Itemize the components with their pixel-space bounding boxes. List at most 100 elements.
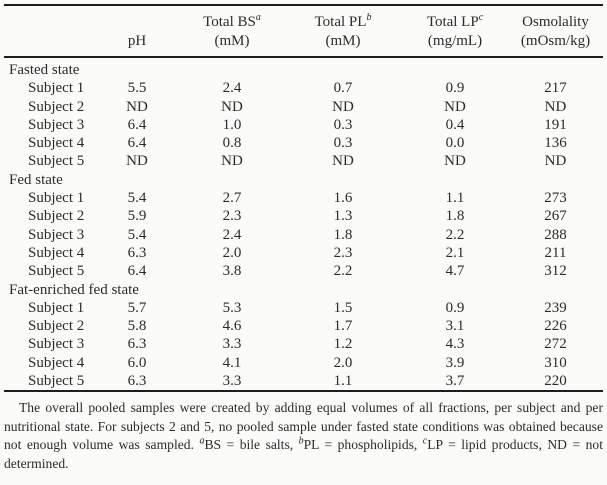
cell-value: 6.4 bbox=[127, 135, 147, 152]
col-header-total-lp: Total LPc (mg/mL) bbox=[402, 5, 508, 58]
cell-value: 3.3 bbox=[222, 336, 242, 353]
header-empty-cell bbox=[4, 5, 94, 58]
footnote-text: PL = phospholipids, bbox=[303, 437, 423, 453]
cell-value: 2.3 bbox=[222, 208, 242, 225]
cell-value: 226 bbox=[544, 318, 567, 335]
footnote-text: The overall pooled samples were created … bbox=[4, 400, 603, 453]
footnote-superscript: a bbox=[199, 435, 205, 447]
cell-value: 3.9 bbox=[445, 354, 465, 371]
col-header-line1: Osmolality bbox=[522, 14, 589, 30]
cell-value: 5.7 bbox=[127, 299, 147, 316]
cell-value: 273 bbox=[544, 190, 567, 207]
table-row: Subject 4 6.4 0.8 0.3 0.0 136 bbox=[4, 134, 603, 152]
cell-value: 0.7 bbox=[333, 80, 353, 97]
row-label: Subject 2 bbox=[28, 208, 85, 225]
row-label: Subject 2 bbox=[28, 98, 85, 115]
cell-value: ND bbox=[221, 98, 243, 115]
cell-value: 220 bbox=[544, 373, 567, 390]
cell-value: 5.5 bbox=[127, 80, 147, 97]
table-row: Subject 1 5.5 2.4 0.7 0.9 217 bbox=[4, 79, 603, 97]
cell-value: 2.0 bbox=[333, 354, 353, 371]
cell-value: ND bbox=[126, 153, 148, 170]
cell-value: 4.3 bbox=[445, 336, 465, 353]
col-header-line1: Total LP bbox=[426, 14, 479, 30]
cell-value: ND bbox=[126, 98, 148, 115]
cell-value: 0.3 bbox=[333, 116, 353, 133]
cell-value: 191 bbox=[544, 116, 567, 133]
col-header-line2: (mOsm/kg) bbox=[520, 33, 591, 49]
row-label: Subject 3 bbox=[28, 226, 85, 243]
footnote-text: LP = lipid products, ND = not determined… bbox=[4, 437, 603, 471]
cell-value: 2.7 bbox=[222, 190, 242, 207]
cell-value: ND bbox=[444, 153, 466, 170]
cell-value: ND bbox=[332, 98, 354, 115]
footnote-text: BS = bile salts, bbox=[204, 437, 299, 453]
cell-value: ND bbox=[221, 153, 243, 170]
cell-value: 1.2 bbox=[333, 336, 353, 353]
cell-value: 6.3 bbox=[127, 336, 147, 353]
row-label: Subject 2 bbox=[28, 318, 85, 335]
col-header-superscript: b bbox=[366, 12, 372, 23]
table-row: Subject 1 5.4 2.7 1.6 1.1 273 bbox=[4, 189, 603, 207]
cell-value: 310 bbox=[544, 354, 567, 371]
col-header-superscript: a bbox=[255, 12, 261, 23]
header-row: pH Total BSa (mM) Total PLb (mM) Total LPc… bbox=[4, 5, 603, 58]
row-label: Subject 4 bbox=[28, 354, 85, 371]
row-label: Subject 1 bbox=[28, 80, 85, 97]
cell-value: 5.4 bbox=[127, 190, 147, 207]
cell-value: 4.7 bbox=[445, 263, 465, 280]
group-label: Fasted state bbox=[9, 62, 80, 78]
cell-value: 6.4 bbox=[127, 263, 147, 280]
paper-table-figure: pH Total BSa (mM) Total PLb (mM) Total LPc… bbox=[4, 4, 603, 473]
cell-value: ND bbox=[332, 153, 354, 170]
table-footnote: The overall pooled samples were created … bbox=[4, 399, 603, 473]
cell-value: 5.3 bbox=[222, 299, 242, 316]
cell-value: 6.3 bbox=[127, 244, 147, 261]
cell-value: 1.6 bbox=[333, 190, 353, 207]
table-row: Subject 2 ND ND ND ND ND bbox=[4, 98, 603, 116]
cell-value: 1.0 bbox=[222, 116, 242, 133]
cell-value: 0.9 bbox=[445, 299, 465, 316]
cell-value: 272 bbox=[544, 336, 567, 353]
cell-value: 2.4 bbox=[222, 226, 242, 243]
cell-value: 312 bbox=[544, 263, 567, 280]
row-label: Subject 5 bbox=[28, 373, 85, 390]
col-header-line2: (mg/mL) bbox=[427, 33, 483, 49]
cell-value: 1.7 bbox=[333, 318, 353, 335]
cell-value: 3.1 bbox=[445, 318, 465, 335]
cell-value: 3.7 bbox=[445, 373, 465, 390]
cell-value: 5.9 bbox=[127, 208, 147, 225]
cell-value: 239 bbox=[544, 299, 567, 316]
cell-value: 4.6 bbox=[222, 318, 242, 335]
cell-value: 6.3 bbox=[127, 373, 147, 390]
cell-value: 1.1 bbox=[333, 373, 353, 390]
cell-value: ND bbox=[544, 153, 567, 170]
cell-value: 0.9 bbox=[445, 80, 465, 97]
cell-value: 136 bbox=[544, 135, 567, 152]
col-header-line1: Total BS bbox=[203, 14, 256, 30]
table-row: Subject 1 5.7 5.3 1.5 0.9 239 bbox=[4, 299, 603, 317]
cell-value: 1.8 bbox=[333, 226, 353, 243]
cell-value: 1.3 bbox=[333, 208, 353, 225]
cell-value: ND bbox=[544, 98, 567, 115]
cell-value: 0.4 bbox=[445, 116, 465, 133]
cell-value: 2.2 bbox=[445, 226, 465, 243]
table-row: Subject 5 6.3 3.3 1.1 3.7 220 bbox=[4, 372, 603, 391]
col-header-superscript: c bbox=[478, 12, 484, 23]
cell-value: 6.4 bbox=[127, 116, 147, 133]
cell-value: 4.1 bbox=[222, 354, 242, 371]
cell-value: 0.8 bbox=[222, 135, 242, 152]
table-body: Fasted state Subject 1 5.5 2.4 0.7 0.9 217 Subj… bbox=[4, 57, 603, 391]
row-label: Subject 5 bbox=[28, 263, 85, 280]
cell-value: 5.4 bbox=[127, 226, 147, 243]
col-header-line1: Total PL bbox=[314, 14, 367, 30]
cell-value: 3.3 bbox=[222, 373, 242, 390]
row-label: Subject 5 bbox=[28, 153, 85, 170]
table-row: Subject 4 6.0 4.1 2.0 3.9 310 bbox=[4, 354, 603, 372]
row-label: Subject 1 bbox=[28, 299, 85, 316]
row-label: Subject 4 bbox=[28, 135, 85, 152]
cell-value: 2.2 bbox=[333, 263, 353, 280]
col-header-ph: pH bbox=[94, 5, 180, 58]
col-header-line2: (mM) bbox=[214, 33, 250, 49]
cell-value: 267 bbox=[544, 208, 567, 225]
